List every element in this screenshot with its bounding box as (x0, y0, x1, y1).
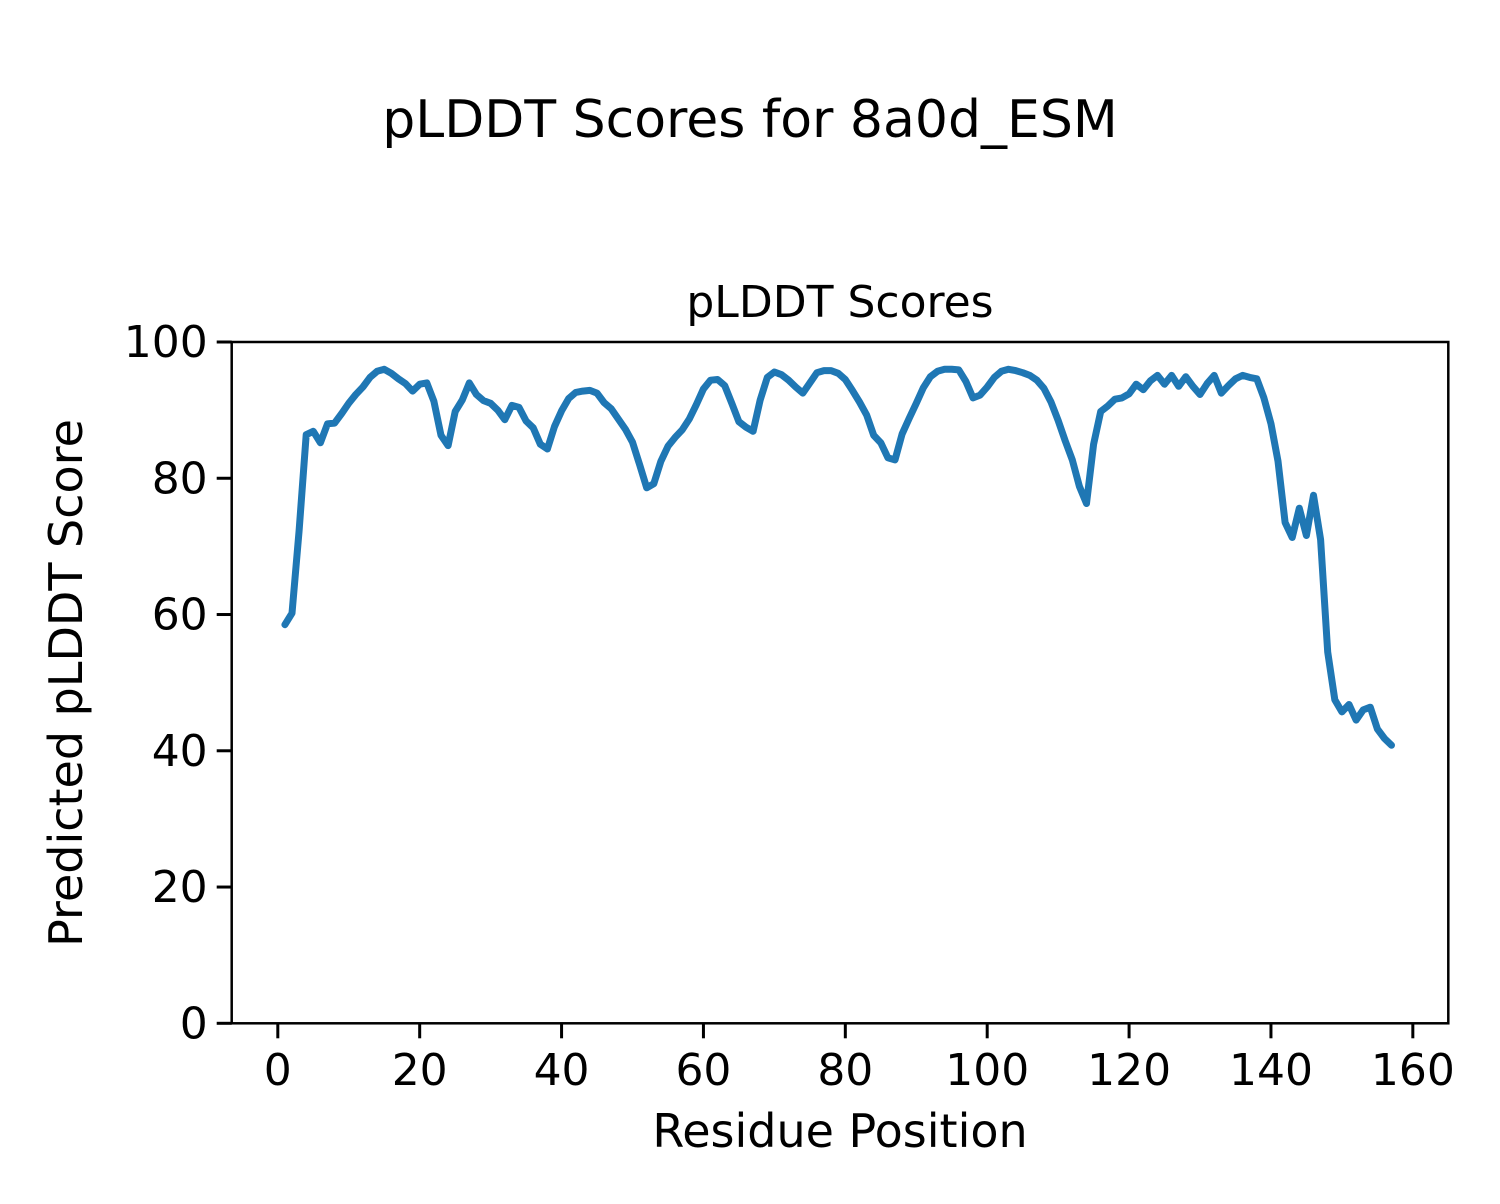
x-tick-label-0: 0 (264, 1045, 292, 1096)
y-tick-label-40: 40 (152, 726, 208, 777)
figure-suptitle: pLDDT Scores for 8a0d_ESM (382, 90, 1117, 150)
x-tick-label-160: 160 (1371, 1045, 1455, 1096)
axes-spines (230, 340, 1450, 1025)
x-tick-label-40: 40 (534, 1045, 590, 1096)
x-axis-label: Residue Position (652, 1104, 1027, 1158)
plddt-score-line (281, 365, 1395, 749)
x-tick-label-140: 140 (1229, 1045, 1313, 1096)
y-tick-label-20: 20 (152, 862, 208, 913)
x-tick-label-20: 20 (392, 1045, 448, 1096)
x-tick-label-100: 100 (945, 1045, 1029, 1096)
x-axis-ticks: 0 20 40 60 80 100 120 140 160 (264, 1023, 1455, 1096)
y-tick-label-100: 100 (124, 317, 208, 368)
y-tick-label-0: 0 (180, 998, 208, 1049)
series-group (281, 365, 1395, 749)
x-tick-label-60: 60 (675, 1045, 731, 1096)
axes-title: pLDDT Scores (686, 277, 993, 328)
y-axis-ticks: 0 20 40 60 80 100 (124, 317, 232, 1049)
y-tick-label-60: 60 (152, 590, 208, 641)
x-tick-label-120: 120 (1087, 1045, 1171, 1096)
y-axis-label: Predicted pLDDT Score (39, 419, 93, 947)
y-tick-label-80: 80 (152, 453, 208, 504)
x-tick-label-80: 80 (817, 1045, 873, 1096)
plot-border (230, 340, 1450, 1025)
